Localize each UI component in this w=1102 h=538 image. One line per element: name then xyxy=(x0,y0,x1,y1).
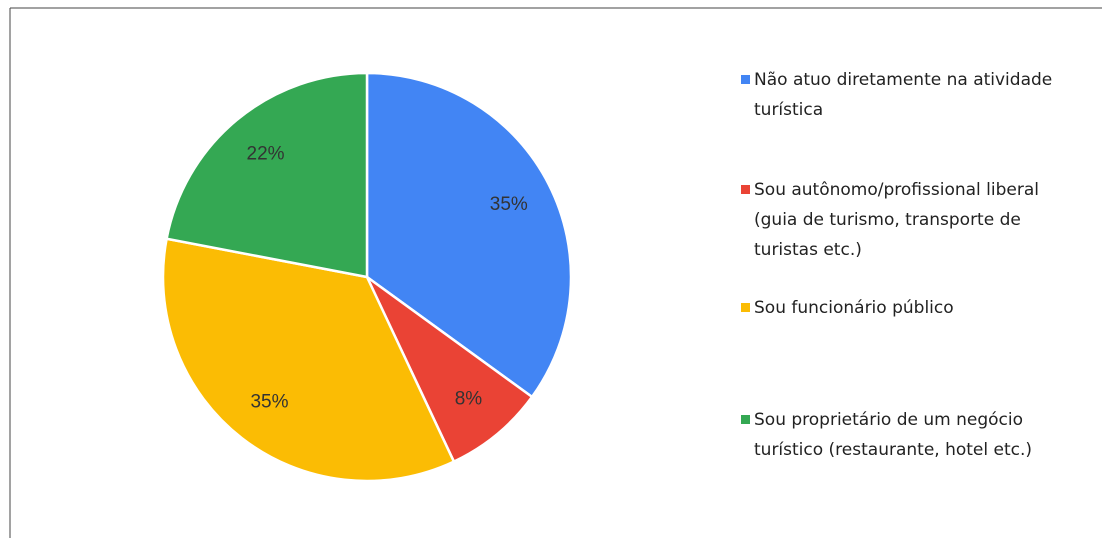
pie-slice xyxy=(365,275,534,464)
legend-item: Não atuo diretamente na atividade turíst… xyxy=(741,65,1086,125)
legend-swatch xyxy=(741,75,750,84)
pie-slice xyxy=(365,71,573,399)
legend-label: Sou autônomo/profissional liberal (guia … xyxy=(754,180,1039,260)
legend-label: Não atuo diretamente na atividade turíst… xyxy=(754,70,1053,120)
legend-swatch xyxy=(741,185,750,194)
legend-label: Sou funcionário público xyxy=(754,298,954,318)
pie-slice xyxy=(161,237,456,483)
legend-swatch xyxy=(741,303,750,312)
legend-item: Sou funcionário público xyxy=(741,293,1086,323)
pie-slice xyxy=(165,71,369,279)
slice-label: 22% xyxy=(247,143,285,164)
legend-label: Sou proprietário de um negócio turístico… xyxy=(754,410,1033,460)
legend-item: Sou autônomo/profissional liberal (guia … xyxy=(741,175,1086,265)
legend-item: Sou proprietário de um negócio turístico… xyxy=(741,405,1086,465)
slice-label: 35% xyxy=(490,194,528,215)
slice-label: 35% xyxy=(250,392,288,413)
slice-label: 8% xyxy=(455,389,483,410)
legend-swatch xyxy=(741,415,750,424)
